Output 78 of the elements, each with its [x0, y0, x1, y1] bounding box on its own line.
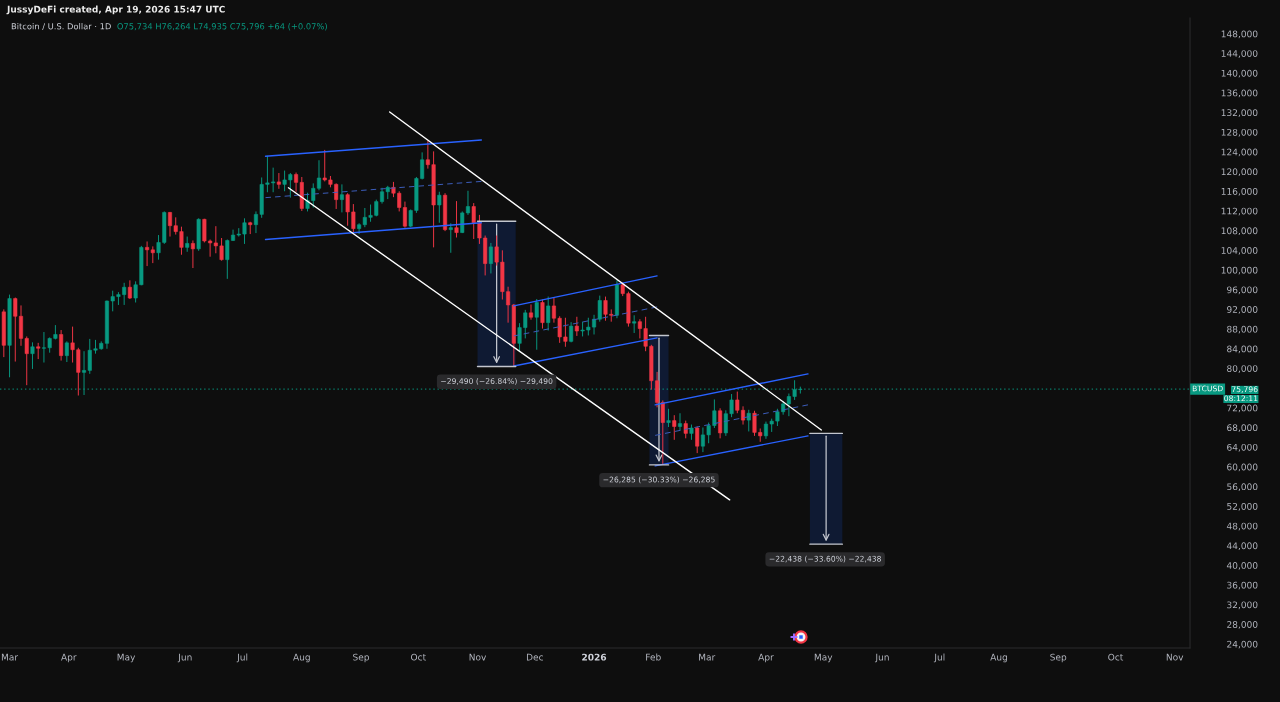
x-tick-label: Sep: [353, 653, 370, 663]
candlestick: [666, 408, 671, 428]
y-tick-label: 96,000: [1227, 286, 1258, 295]
x-tick-label: Apr: [61, 653, 77, 663]
candlestick: [30, 341, 35, 370]
x-tick-label: Aug: [990, 653, 1007, 663]
candlestick: [540, 299, 545, 330]
y-tick-label: 64,000: [1227, 443, 1258, 452]
candlestick: [597, 295, 602, 323]
y-tick-label: 140,000: [1221, 69, 1258, 78]
y-tick-label: 56,000: [1227, 483, 1258, 492]
candlestick: [746, 409, 751, 432]
y-tick-label: 108,000: [1221, 227, 1258, 236]
x-tick-label: May: [814, 653, 833, 663]
y-tick-label: 72,000: [1227, 404, 1258, 413]
x-tick-label: Oct: [411, 653, 426, 661]
y-tick-label: 132,000: [1221, 109, 1258, 117]
candlestick: [190, 239, 195, 269]
candlestick: [437, 191, 442, 224]
y-tick-label: 32,000: [1227, 601, 1258, 610]
candlestick: [574, 316, 579, 337]
x-tick-label: Mar: [1, 653, 19, 661]
x-tick-label: Mar: [699, 653, 716, 661]
x-tick-label: Oct: [1108, 653, 1124, 661]
x-tick-label: Aug: [293, 653, 310, 663]
y-tick-label: 52,000: [1227, 502, 1258, 511]
annotation: O75,734 H76,264 L74,935 C75,796 +64 (+0.07%): [117, 22, 327, 31]
candlestick: [488, 242, 493, 274]
y-tick-label: 116,000: [1221, 187, 1258, 196]
candlestick: [672, 414, 677, 441]
y-tick-label: 80,000: [1227, 365, 1258, 373]
y-tick-label: 28,000: [1227, 621, 1258, 629]
y-tick-label: 88,000: [1227, 325, 1258, 334]
y-tick-label: 40,000: [1226, 562, 1258, 570]
text: Bitcoin / U.S. Dollar · 1D: [11, 22, 111, 31]
x-tick-label: Jul: [236, 653, 248, 663]
x-tick-label: Jul: [933, 653, 945, 663]
candlestick: [546, 296, 551, 332]
candlestick: [534, 298, 539, 351]
x-tick-label: May: [117, 653, 136, 663]
candlestick: [695, 426, 700, 454]
y-tick-label: 148,000: [1221, 30, 1258, 39]
candlestick: [59, 329, 64, 362]
candlestick: [339, 183, 344, 213]
candlestick: [471, 202, 476, 240]
y-tick-label: 128,000: [1221, 128, 1258, 137]
chart-title: JussyDeFi created, Apr 19, 2026 15:47 UTC: [6, 5, 225, 15]
y-tick-label: 84,000: [1227, 345, 1258, 354]
candlestick: [454, 200, 459, 239]
x-tick-label: Jun: [177, 653, 192, 663]
y-tick-label: 136,000: [1221, 89, 1258, 98]
y-tick-label: 112,000: [1221, 207, 1258, 216]
candlestick: [678, 412, 682, 431]
y-tick-label: 68,000: [1227, 424, 1258, 432]
candlestick: [276, 172, 281, 190]
x-tick-label: Apr: [758, 653, 774, 663]
y-tick-label: 144,000: [1221, 50, 1258, 58]
y-tick-label: 36,000: [1227, 581, 1258, 590]
y-tick-label: 104,000: [1221, 247, 1258, 255]
x-tick-label: Jun: [874, 653, 889, 663]
candlestick: [64, 340, 69, 363]
y-tick-label: 48,000: [1226, 522, 1258, 531]
candlestick: [529, 303, 534, 321]
x-tick-label: Nov: [469, 653, 487, 661]
y-tick-label: 100,000: [1221, 266, 1258, 275]
y-tick-label: 120,000: [1221, 168, 1258, 177]
x-tick-label: Dec: [526, 653, 544, 661]
y-tick-label: 124,000: [1221, 148, 1258, 157]
x-tick-label: 2026: [582, 653, 607, 661]
x-tick-label: Nov: [1166, 653, 1184, 661]
x-tick-label: Sep: [1050, 653, 1067, 663]
candlestick: [448, 222, 453, 254]
y-tick-label: 44,000: [1226, 542, 1258, 551]
y-tick-label: 92,000: [1227, 306, 1258, 314]
x-tick-label: Feb: [646, 653, 661, 661]
candlestick: [718, 407, 723, 439]
y-tick-label: 24,000: [1227, 640, 1258, 649]
y-tick-label: 60,000: [1227, 463, 1258, 472]
